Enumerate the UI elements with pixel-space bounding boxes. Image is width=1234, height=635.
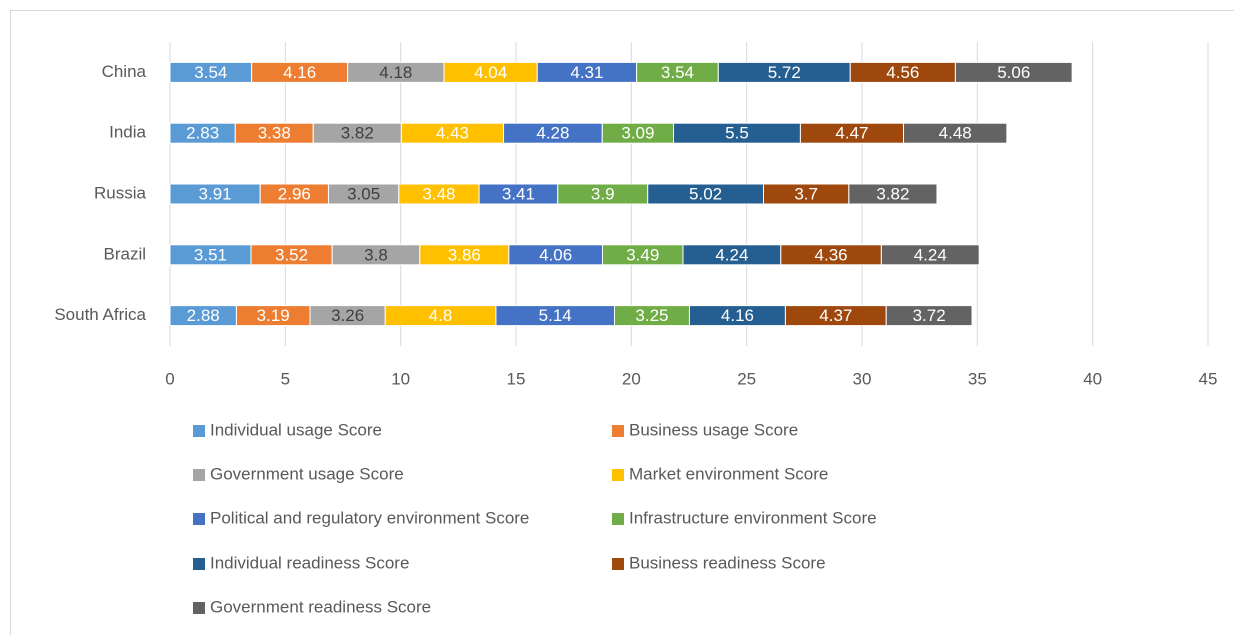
data-label: 4.04	[474, 63, 507, 82]
legend-label: Individual readiness Score	[210, 553, 409, 572]
data-label: 4.31	[570, 63, 603, 82]
data-label: 3.49	[626, 245, 659, 264]
x-tick-label: 40	[1083, 369, 1102, 388]
data-label: 3.54	[194, 63, 227, 82]
data-label: 4.24	[715, 245, 748, 264]
legend-swatch	[612, 425, 624, 437]
data-label: 4.8	[429, 306, 453, 325]
y-tick-label: China	[102, 62, 147, 81]
legend-label: Individual usage Score	[210, 420, 382, 439]
data-label: 5.14	[539, 306, 572, 325]
legend-label: Infrastructure environment Score	[629, 508, 877, 527]
data-label: 3.54	[661, 63, 694, 82]
data-label: 3.86	[448, 245, 481, 264]
data-label: 3.41	[502, 184, 535, 203]
legend-label: Government usage Score	[210, 464, 404, 483]
legend-swatch	[193, 602, 205, 614]
bar-segment	[848, 183, 938, 205]
data-label: 4.24	[914, 245, 947, 264]
data-label: 4.43	[436, 124, 469, 143]
y-tick-label: India	[109, 123, 146, 142]
legend-swatch	[612, 513, 624, 525]
x-tick-label: 15	[507, 369, 526, 388]
bar-segment	[903, 122, 1008, 144]
data-label: 3.72	[913, 306, 946, 325]
data-label: 5.06	[997, 63, 1030, 82]
data-label: 4.48	[939, 124, 972, 143]
data-label: 4.16	[721, 306, 754, 325]
x-tick-label: 5	[281, 369, 290, 388]
legend-swatch	[193, 469, 205, 481]
data-label: 3.09	[621, 124, 654, 143]
x-tick-label: 10	[391, 369, 410, 388]
legend-swatch	[193, 513, 205, 525]
data-label: 3.82	[341, 124, 374, 143]
x-tick-label: 25	[737, 369, 756, 388]
data-label: 4.16	[283, 63, 316, 82]
data-label: 4.28	[536, 124, 569, 143]
data-label: 3.19	[257, 306, 290, 325]
bar-segment	[885, 305, 973, 327]
y-tick-label: Russia	[94, 183, 147, 202]
y-tick-label: Brazil	[103, 244, 146, 263]
legend-label: Government readiness Score	[210, 597, 431, 616]
data-label: 3.51	[194, 245, 227, 264]
data-label: 3.25	[635, 306, 668, 325]
x-tick-label: 20	[622, 369, 641, 388]
legend-label: Market environment Score	[629, 464, 828, 483]
data-label: 4.36	[815, 245, 848, 264]
x-tick-label: 0	[165, 369, 174, 388]
x-tick-label: 30	[853, 369, 872, 388]
y-tick-label: South Africa	[54, 305, 146, 324]
data-label: 2.88	[187, 306, 220, 325]
data-label: 3.91	[199, 184, 232, 203]
data-label: 3.52	[275, 245, 308, 264]
legend-swatch	[612, 558, 624, 570]
data-label: 3.8	[364, 245, 388, 264]
bar-segment	[954, 61, 1073, 83]
data-label: 4.18	[379, 63, 412, 82]
data-label: 4.56	[886, 63, 919, 82]
data-label: 5.72	[768, 63, 801, 82]
data-label: 5.02	[689, 184, 722, 203]
data-label: 3.48	[422, 184, 455, 203]
legend-label: Political and regulatory environment Sco…	[210, 508, 529, 527]
legend-label: Business readiness Score	[629, 553, 826, 572]
data-label: 3.05	[347, 184, 380, 203]
legend-swatch	[193, 425, 205, 437]
legend-label: Business usage Score	[629, 420, 798, 439]
data-label: 3.7	[794, 184, 818, 203]
data-label: 2.83	[186, 124, 219, 143]
x-tick-label: 35	[968, 369, 987, 388]
data-label: 4.06	[539, 245, 572, 264]
data-label: 3.38	[258, 124, 291, 143]
data-label: 4.47	[835, 124, 868, 143]
data-label: 3.82	[876, 184, 909, 203]
bar-segment	[880, 244, 980, 266]
legend-swatch	[193, 558, 205, 570]
data-label: 5.5	[725, 124, 749, 143]
data-label: 3.26	[331, 306, 364, 325]
data-label: 3.9	[591, 184, 615, 203]
legend-swatch	[612, 469, 624, 481]
data-label: 2.96	[278, 184, 311, 203]
x-tick-label: 45	[1199, 369, 1218, 388]
data-label: 4.37	[819, 306, 852, 325]
